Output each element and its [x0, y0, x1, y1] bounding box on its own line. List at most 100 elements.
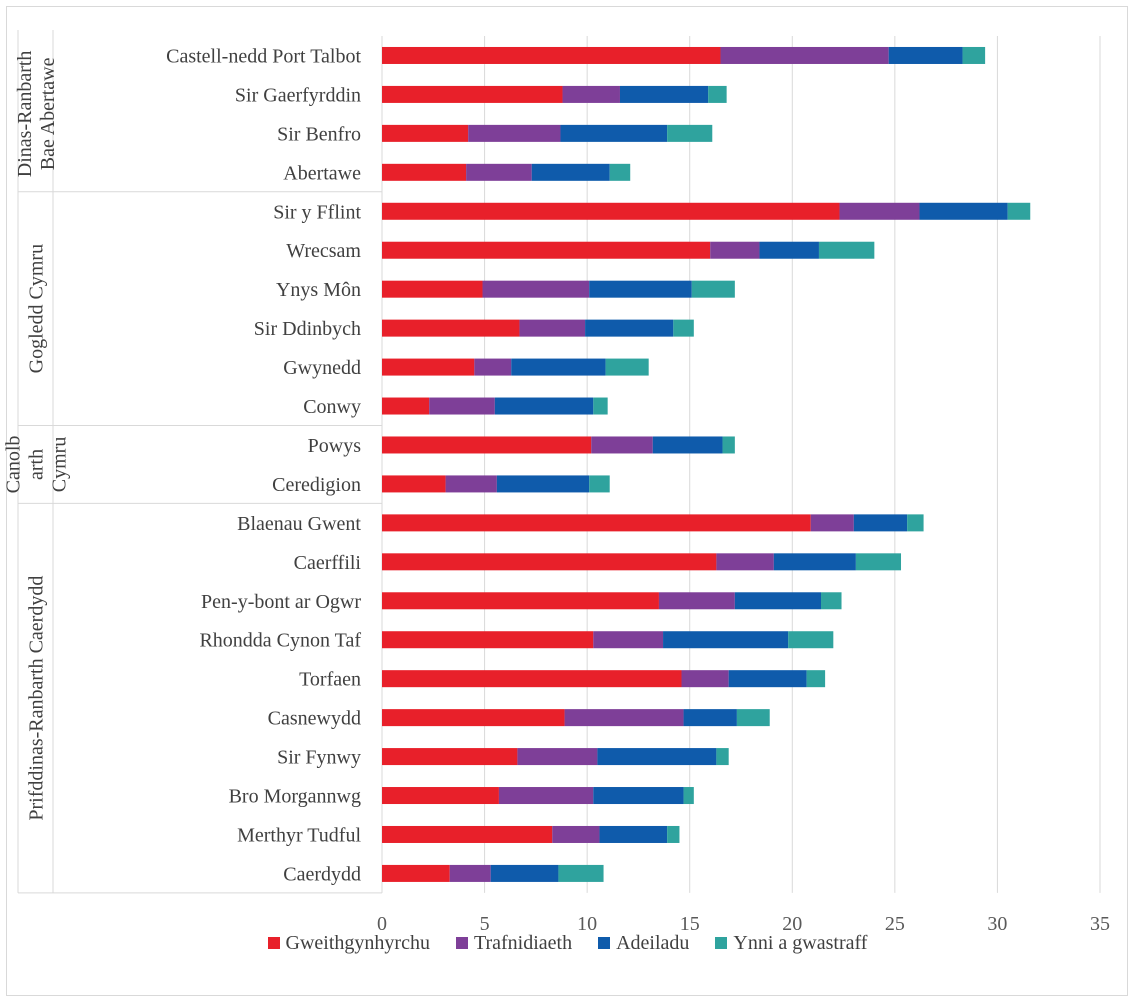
bar-segment: [720, 46, 889, 64]
group-label: CanolbarthCymru: [3, 436, 71, 494]
bar-segment: [496, 475, 590, 493]
bar-segment: [382, 553, 717, 571]
category-label: Sir Fynwy: [277, 747, 361, 769]
category-label: Sir y Fflint: [273, 201, 361, 223]
bar-segment: [609, 163, 631, 181]
category-label: Ceredigion: [272, 474, 361, 496]
category-label: Conwy: [303, 396, 361, 418]
bar-segment: [1007, 202, 1031, 220]
bar-segment: [382, 85, 563, 103]
bar-segment: [710, 241, 760, 259]
x-tick-labels: 0 5 10 15 20 25 30 35: [377, 913, 1110, 935]
category-label: Abertawe: [283, 162, 361, 184]
bar-segment: [382, 631, 594, 649]
legend-swatch: [267, 937, 280, 949]
x-tick-label: 35: [1090, 913, 1110, 935]
bar-segment: [919, 202, 1008, 220]
category-label: Sir Benfro: [277, 123, 361, 145]
category-label: Rhondda Cynon Taf: [199, 630, 361, 652]
bar-segment: [589, 475, 610, 493]
bar-segment: [716, 553, 774, 571]
category-label: Castell-nedd Port Talbot: [166, 45, 361, 67]
bar-segment: [593, 397, 608, 415]
category-label: Bro Morgannwg: [229, 786, 361, 808]
bar-segment: [593, 631, 664, 649]
bar-segment: [519, 319, 586, 337]
bar-segment: [564, 709, 684, 727]
bar-segment: [445, 475, 497, 493]
bar-segment: [597, 748, 717, 766]
bar-segment: [382, 864, 450, 882]
category-label: Caerdydd: [283, 863, 361, 885]
bar-segment: [716, 748, 729, 766]
bar-segment: [382, 163, 467, 181]
bar-segment: [591, 436, 653, 454]
legend-swatch: [715, 937, 728, 949]
category-label: Powys: [308, 435, 362, 457]
category-label: Caerffili: [294, 552, 362, 574]
group-label: Prifddinas-Ranbarth Caerdydd: [26, 576, 48, 821]
region-group-labels: Dinas-RanbarthBae Abertawe Gogledd Cymru C…: [3, 30, 382, 894]
bar-segment: [593, 787, 684, 805]
legend-swatch: [455, 937, 468, 949]
category-label: Sir Gaerfyrddin: [235, 84, 361, 106]
bar-segment: [511, 358, 606, 376]
x-tick-label: 15: [680, 913, 700, 935]
bar-segment: [585, 319, 674, 337]
x-tick-label: 10: [577, 913, 597, 935]
bar-segment: [722, 436, 735, 454]
category-label: Torfaen: [299, 669, 361, 691]
legend-label: Trafnidiaeth: [473, 931, 573, 954]
group-label: Dinas-RanbarthBae Abertawe: [14, 51, 59, 178]
x-tick-label: 20: [782, 913, 802, 935]
x-tick-label: 30: [987, 913, 1007, 935]
bar-segment: [681, 670, 729, 688]
bar-segment: [658, 592, 735, 610]
bar-segment: [691, 280, 735, 298]
bar-segment: [382, 787, 499, 805]
legend-item: Gweithgynhyrchu: [267, 932, 430, 955]
bar-segment: [855, 553, 902, 571]
bar-segment: [468, 124, 561, 142]
bar-segment: [494, 397, 594, 415]
bar-segment: [734, 592, 822, 610]
bar-segment: [663, 631, 789, 649]
bar-segment: [853, 514, 908, 532]
bars: [382, 46, 1031, 882]
bar-segment: [552, 825, 600, 843]
bar-segment: [667, 124, 713, 142]
bar-segment: [683, 787, 694, 805]
category-label: Casnewydd: [268, 708, 361, 730]
bar-segment: [673, 319, 694, 337]
group-label: Gogledd Cymru: [26, 244, 48, 373]
bar-segment: [788, 631, 834, 649]
bar-segment: [728, 670, 807, 688]
bar-segment: [382, 124, 469, 142]
bar-segment: [382, 319, 520, 337]
bar-segment: [558, 864, 604, 882]
category-label: Merthyr Tudful: [237, 824, 361, 846]
bar-segment: [382, 241, 711, 259]
bar-segment: [382, 514, 811, 532]
bar-segment: [599, 825, 668, 843]
bar-segment: [605, 358, 649, 376]
legend-item: Trafnidiaeth: [455, 931, 573, 955]
bar-segment: [839, 202, 920, 220]
bar-segment: [382, 475, 446, 493]
legend-swatch: [598, 937, 611, 949]
category-label: Ynys Môn: [276, 279, 361, 301]
bar-segment: [736, 709, 770, 727]
bar-segment: [482, 280, 590, 298]
bar-segment: [652, 436, 723, 454]
bar-segment: [466, 163, 532, 181]
legend-item: Ynni a gwastraff: [715, 932, 867, 955]
category-label: Sir Ddinbych: [254, 318, 361, 340]
bar-segment: [474, 358, 512, 376]
bar-segment: [382, 670, 682, 688]
bar-segment: [759, 241, 819, 259]
bar-segment: [810, 514, 854, 532]
category-label: Pen-y-bont ar Ogwr: [201, 591, 361, 613]
bar-segment: [382, 436, 592, 454]
bar-segment: [683, 709, 737, 727]
